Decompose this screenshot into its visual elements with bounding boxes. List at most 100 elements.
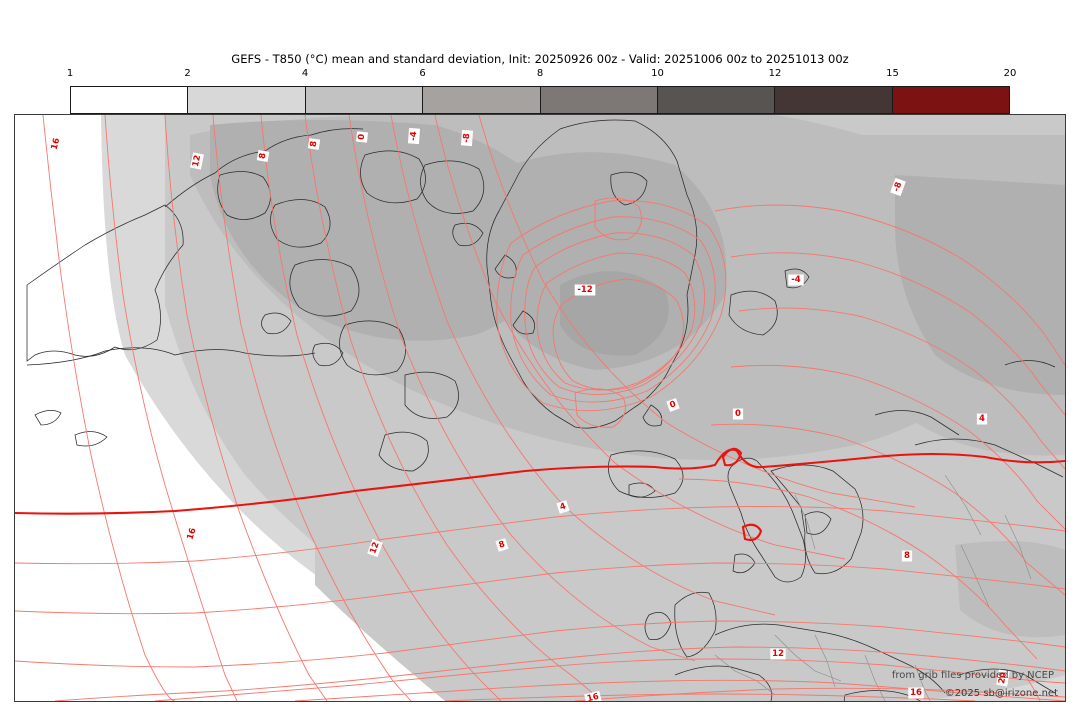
coastlines <box>26 119 1064 701</box>
coast-arctic-island-4 <box>339 320 406 376</box>
colorbar-tick-20: 20 <box>1003 68 1017 79</box>
contour-label-backdrop <box>584 690 602 701</box>
colorbar-tick-12: 12 <box>768 68 782 79</box>
coast-baltic <box>804 511 832 535</box>
contour-label-text: 16 <box>185 527 198 541</box>
coast-svalbard-2 <box>784 268 810 289</box>
contour-label-backdrop <box>908 687 924 699</box>
country-borders <box>714 474 1032 701</box>
colorbar-segment-15-20 <box>891 87 1009 113</box>
contour-label: -4 <box>407 127 421 145</box>
colorbar-tick-labels: 1 2 4 6 8 10 12 15 20 <box>66 68 1017 84</box>
contour-label-text: -12 <box>577 285 592 295</box>
data-source-credit: from grib files provided by NCEP <box>891 670 1054 681</box>
coast-norway <box>727 457 806 583</box>
contour-label-text: 12 <box>772 649 784 659</box>
contour-label-text: -8 <box>892 181 905 193</box>
coast-iceland-inner <box>628 482 656 498</box>
contour-label-backdrop <box>184 524 200 544</box>
contour-label-backdrop <box>355 131 369 143</box>
coast-island-a <box>34 410 62 426</box>
contour-label-text: 12 <box>368 541 381 556</box>
coast-kola <box>874 410 960 436</box>
coast-east-europe <box>958 668 1056 694</box>
contour-label-backdrop <box>996 669 1010 687</box>
contour-label-backdrop <box>307 138 321 150</box>
contour-label-text: -4 <box>409 131 420 141</box>
contour-label: 12 <box>190 152 204 170</box>
contour-label-text: 16 <box>50 137 63 151</box>
coast-arctic-island-1 <box>217 171 271 220</box>
colorbar-segment-1-2 <box>71 87 188 113</box>
contour-label: 20 <box>996 669 1010 687</box>
coast-arctic-island-2 <box>270 199 331 248</box>
coast-arctic-island-8 <box>404 371 459 419</box>
coast-arctic-island-9 <box>378 431 429 472</box>
contour-label: 4 <box>976 413 988 425</box>
coast-novaya <box>1004 360 1056 368</box>
contour-label-backdrop <box>48 135 64 153</box>
contour-label-backdrop <box>890 177 906 197</box>
contour-label-backdrop <box>770 648 786 660</box>
colorbar-segment-2-4 <box>187 87 305 113</box>
colorbar-segment-10-12 <box>656 87 775 113</box>
contour-label: 0 <box>666 398 680 412</box>
coast-svalbard <box>728 290 778 336</box>
contour-label-text: 0 <box>357 133 368 140</box>
stddev-band-5d <box>895 175 1065 395</box>
page-title: GEFS - T850 (°C) mean and standard devia… <box>231 52 849 66</box>
contour-label-text: 20 <box>997 671 1009 684</box>
contour-label-text: 12 <box>191 154 203 168</box>
colorbar-tick-8: 8 <box>536 68 544 79</box>
coast-greenland <box>486 119 698 429</box>
contour-label: 16 <box>48 135 64 153</box>
coast-iceland <box>608 450 684 498</box>
colorbar-tick-2: 2 <box>184 68 191 79</box>
contour-label-text: 8 <box>904 551 910 561</box>
coast-black-sea <box>843 690 921 701</box>
colorbar-tick-4: 4 <box>301 68 309 79</box>
coast-ireland <box>644 612 672 640</box>
contour-label: 16 <box>584 690 602 701</box>
contour-label: 8 <box>901 550 913 562</box>
colorbar-segment-6-8 <box>422 87 540 113</box>
colorbar: 1 2 4 6 8 10 12 15 20 <box>67 68 1016 114</box>
coast-great-britain <box>674 591 717 658</box>
coast-island-b <box>74 431 108 447</box>
contour-label-text: 16 <box>910 688 922 698</box>
contour-label-text: -8 <box>462 133 473 143</box>
contour-label: 16 <box>908 687 924 699</box>
contour-label-text: 0 <box>669 399 678 410</box>
colorbar-tick-6: 6 <box>419 68 426 79</box>
colorbar-tick-10: 10 <box>651 68 664 79</box>
coast-arctic-island-10 <box>312 342 344 367</box>
colorbar-segment-8-10 <box>539 87 657 113</box>
contour-label-backdrop <box>901 550 913 562</box>
colorbar-tick-1: 1 <box>66 68 74 79</box>
contour-label-backdrop <box>788 274 804 286</box>
contour-label: 8 <box>256 150 270 162</box>
map-panel[interactable]: 16 12 8 8 0 -4 -8 -12 -8 -4 0 0 4 4 8 12 16 8 12 16 16 20 <box>14 114 1066 702</box>
coast-arctic-island-3 <box>289 259 360 317</box>
contour-label: 0 <box>732 408 744 420</box>
coast-europe-north <box>714 623 946 694</box>
contour-label-backdrop <box>495 538 509 552</box>
contour-label: -8 <box>890 177 906 197</box>
contour-label-backdrop <box>976 413 988 425</box>
contour-label-backdrop <box>367 538 383 558</box>
contour-label: -8 <box>460 129 474 147</box>
contour-label: -12 <box>574 284 596 296</box>
contour-label-text: 4 <box>559 501 568 512</box>
coast-greenland-s1 <box>642 404 663 427</box>
contour-label-backdrop <box>256 150 270 162</box>
coast-arctic-island-11 <box>261 312 292 335</box>
contour-label: -4 <box>788 274 804 286</box>
stddev-band-4c <box>955 541 1065 638</box>
contour-label: 8 <box>495 538 509 552</box>
contour-label-backdrop <box>732 408 744 420</box>
contour-label-text: -4 <box>791 275 801 285</box>
coast-greenland-w2 <box>512 310 535 335</box>
temperature-contours <box>15 115 1065 701</box>
copyright-credit: ©2025 sb@irizone.net <box>944 688 1058 699</box>
contour-label: 12 <box>770 648 786 660</box>
